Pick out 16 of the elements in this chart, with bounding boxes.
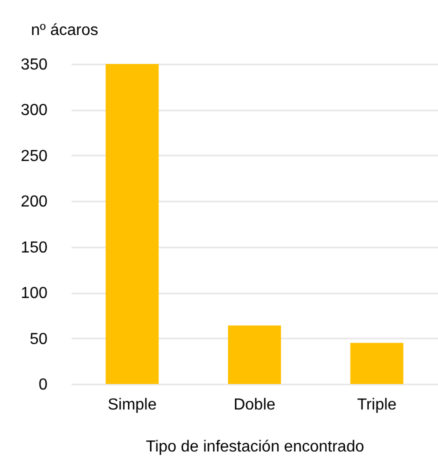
y-tick-label: 200	[20, 194, 48, 211]
bar	[228, 325, 281, 384]
y-tick-label: 300	[20, 102, 48, 120]
y-tick-label: 150	[20, 239, 48, 256]
y-axis-title: nº ácaros	[31, 22, 98, 39]
y-tick-label: 100	[20, 285, 48, 302]
y-tick-label: 0	[38, 376, 48, 394]
y-tick-label: 350	[20, 56, 48, 74]
bar	[350, 342, 404, 384]
x-tick-label: Simple	[108, 396, 157, 414]
bar	[106, 64, 159, 384]
y-tick-label: 50	[30, 330, 48, 348]
x-axis-title: Tipo de infestación encontrado	[146, 438, 364, 456]
x-tick-label: Triple	[357, 396, 397, 414]
y-tick-label: 250	[20, 148, 48, 165]
x-tick-label: Doble	[234, 396, 276, 414]
